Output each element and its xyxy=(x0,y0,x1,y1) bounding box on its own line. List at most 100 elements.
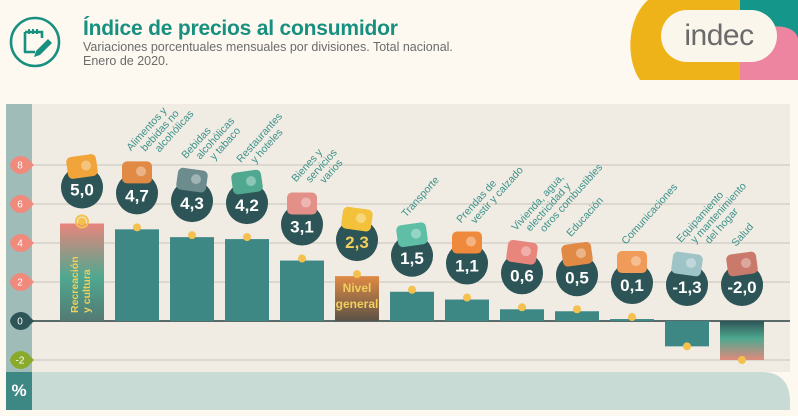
shopping-basket-icon-detail xyxy=(356,213,366,224)
bar xyxy=(60,223,104,321)
roast-chicken-icon-detail xyxy=(136,166,146,177)
y-tick-marker xyxy=(10,273,34,291)
wine-bottle-icon-detail xyxy=(191,174,201,185)
bar-dot xyxy=(298,254,306,263)
y-tick-marker xyxy=(10,234,34,252)
light-bulb-icon-detail xyxy=(521,246,531,257)
light-bulb-icon-shape xyxy=(506,239,538,265)
first-aid-icon-detail xyxy=(741,258,751,268)
y-tick-marker xyxy=(10,312,34,330)
category-label: general xyxy=(336,297,379,311)
shopping-basket-icon xyxy=(341,206,373,232)
wine-bottle-icon xyxy=(176,167,208,193)
category-label-line: y cultura xyxy=(81,269,93,313)
y-tick-marker xyxy=(10,351,34,369)
category-label: Nivel xyxy=(343,281,372,295)
y-tick-label: 0 xyxy=(17,317,23,328)
value-label: 4,3 xyxy=(180,194,204,213)
book-icon xyxy=(561,241,593,267)
subtitle-line-1: Variaciones porcentuales mensuales por d… xyxy=(83,40,453,54)
value-label: 5,0 xyxy=(70,181,94,200)
roast-chicken-icon-shape xyxy=(122,161,152,184)
book-icon-detail xyxy=(576,248,586,259)
first-aid-icon-shape xyxy=(726,251,758,277)
bar-dot xyxy=(408,285,416,294)
scissors-comb-icon xyxy=(287,192,317,215)
washing-machine-icon xyxy=(671,251,703,277)
bar-dot xyxy=(243,233,251,242)
value-label: -1,3 xyxy=(672,278,701,297)
smartphone-icon-detail xyxy=(631,256,641,267)
shopping-basket-icon-shape xyxy=(341,206,373,232)
washing-machine-icon-detail xyxy=(686,258,696,268)
t-shirt-icon-shape xyxy=(452,231,482,254)
value-label: 1,5 xyxy=(400,249,424,268)
bar xyxy=(115,229,159,321)
y-tick-label: -2 xyxy=(16,356,25,367)
value-label: 4,7 xyxy=(125,186,149,205)
bar-dot xyxy=(353,270,361,279)
y-tick-label: 8 xyxy=(17,161,23,172)
bar-dot xyxy=(628,313,636,322)
sun-umbrella-icon-shape xyxy=(66,154,98,179)
smartphone-icon-shape xyxy=(617,251,647,274)
subtitle-line-2: Enero de 2020. xyxy=(83,53,169,68)
plate-travel-icon-shape xyxy=(231,169,263,195)
page-title: Índice de precios al consumidor xyxy=(83,17,398,40)
bar-dot xyxy=(78,217,86,226)
y-tick-label: 4 xyxy=(17,239,23,250)
t-shirt-icon-detail xyxy=(466,236,476,247)
bar xyxy=(555,311,599,321)
value-label: 1,1 xyxy=(455,257,479,276)
wine-bottle-icon-shape xyxy=(176,167,208,193)
notepad-pencil-icon xyxy=(9,16,61,68)
sun-umbrella-icon-detail xyxy=(81,160,91,171)
bar xyxy=(390,291,434,321)
bar xyxy=(225,239,269,321)
footer-band xyxy=(32,372,790,410)
y-tick-label: 2 xyxy=(17,278,23,289)
bar xyxy=(335,276,379,321)
first-aid-icon xyxy=(726,251,758,277)
scissors-comb-icon-detail xyxy=(301,197,311,208)
washing-machine-icon-shape xyxy=(671,251,703,277)
sun-umbrella-icon xyxy=(66,154,98,179)
light-bulb-icon xyxy=(506,239,538,265)
t-shirt-icon xyxy=(452,231,482,254)
roast-chicken-icon xyxy=(122,161,152,184)
value-label: 0,6 xyxy=(510,266,534,285)
y-tick-label: 6 xyxy=(17,200,23,211)
bus-icon xyxy=(396,222,428,248)
value-label: -2,0 xyxy=(727,278,756,297)
category-label: Recreacióny cultura xyxy=(69,256,93,313)
bar-dot xyxy=(188,231,196,240)
bar xyxy=(665,321,709,347)
page-subtitle: Variaciones porcentuales mensuales por d… xyxy=(83,40,453,68)
value-label: 3,1 xyxy=(290,218,314,237)
bar xyxy=(280,260,324,321)
bar-dot xyxy=(573,305,581,314)
plate-travel-icon-detail xyxy=(246,176,256,187)
y-tick-marker xyxy=(10,195,34,213)
scissors-comb-icon-shape xyxy=(287,192,317,215)
smartphone-icon xyxy=(617,251,647,274)
bar-dot xyxy=(738,356,746,364)
bar-dot xyxy=(518,303,526,312)
value-label: 2,3 xyxy=(345,233,369,252)
unit-cell xyxy=(6,372,32,410)
book-icon-shape xyxy=(561,241,593,267)
bus-icon-shape xyxy=(396,222,428,248)
bar-dot-ring xyxy=(75,214,89,229)
category-label-line: Recreación xyxy=(69,256,81,313)
value-label: 0,1 xyxy=(620,276,644,295)
bus-icon-detail xyxy=(411,228,421,239)
indec-logo: indec xyxy=(661,10,777,62)
bar xyxy=(720,321,764,360)
bar-dot xyxy=(683,342,691,351)
plate-travel-icon xyxy=(231,169,263,195)
bar xyxy=(500,309,544,321)
bar xyxy=(445,299,489,321)
y-tick-marker xyxy=(10,156,34,174)
value-label: 4,2 xyxy=(235,196,259,215)
